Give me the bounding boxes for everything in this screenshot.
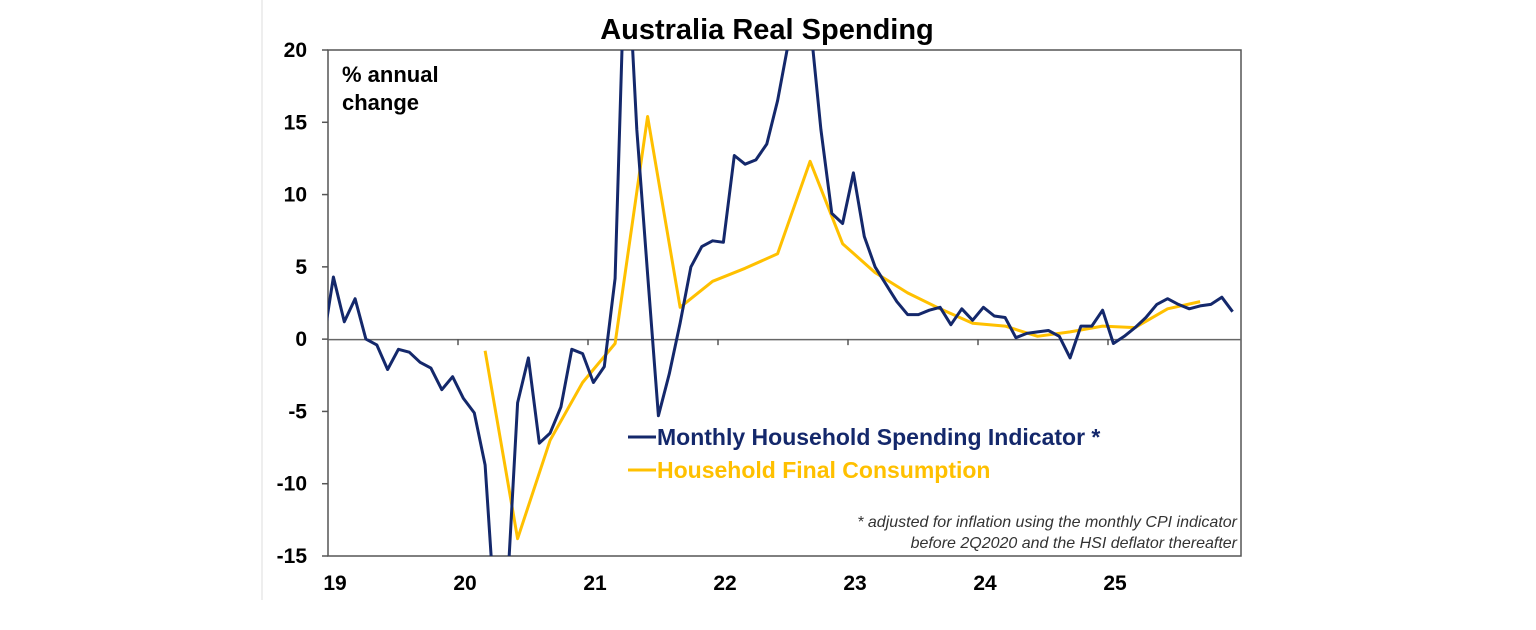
series-line-monthly-household-spending-indicator	[328, 50, 1234, 556]
y-tick-label: 5	[295, 256, 307, 279]
series-group	[328, 50, 1234, 556]
y-tick-label: 20	[284, 39, 307, 62]
y-axis-unit-line1: % annual	[342, 62, 439, 87]
footnote-line1: * adjusted for inflation using the month…	[857, 514, 1237, 531]
y-tick-label: -15	[277, 545, 308, 568]
x-tick-label: 25	[1103, 572, 1127, 595]
x-tick-label: 19	[323, 572, 346, 595]
y-tick-label: 0	[295, 328, 307, 351]
footnote-line2: before 2Q2020 and the HSI deflator there…	[911, 535, 1238, 552]
x-tick-label: 20	[453, 572, 476, 595]
legend-label-monthly: Monthly Household Spending Indicator *	[657, 424, 1100, 450]
x-tick-label: 22	[713, 572, 736, 595]
y-tick-label: -10	[277, 473, 307, 496]
y-axis: 20 15 10 5 0 -5 -10 -15	[277, 39, 328, 568]
chart-title: Australia Real Spending	[600, 14, 934, 46]
y-tick-label: 10	[284, 184, 307, 207]
x-tick-label: 23	[843, 572, 866, 595]
x-tick-label: 21	[583, 572, 607, 595]
y-tick-label: 15	[284, 111, 308, 134]
y-axis-unit-line2: change	[342, 90, 419, 115]
legend-label-quarterly: Household Final Consumption	[657, 457, 990, 483]
legend: Monthly Household Spending Indicator * H…	[628, 424, 1100, 483]
y-tick-label: -5	[288, 400, 307, 423]
x-axis: 19 20 21 22 23 24 25	[323, 339, 1127, 595]
x-tick-label: 24	[973, 572, 997, 595]
